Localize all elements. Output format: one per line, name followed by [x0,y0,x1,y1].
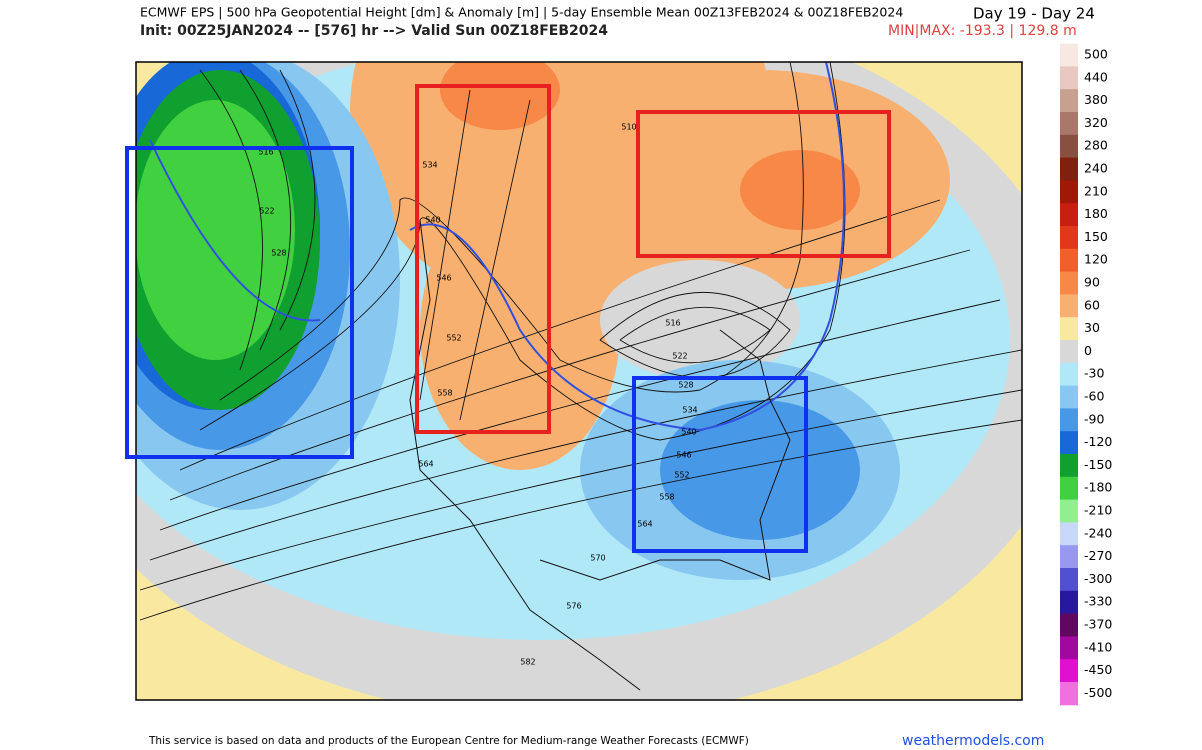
colorbar-swatch [1060,271,1078,295]
colorbar-label: -30 [1084,366,1104,381]
period: Day 19 - Day 24 [973,5,1095,23]
contour-label: 570 [590,554,605,563]
colorbar-label: -120 [1084,434,1112,449]
contour-label: 564 [418,460,433,469]
footer-site: weathermodels.com [902,733,1044,749]
colorbar-swatch [1060,454,1078,478]
colorbar-swatch [1060,248,1078,273]
colorbar-swatch [1060,431,1078,455]
colorbar-swatch [1060,89,1078,113]
colorbar-swatch [1060,385,1078,409]
colorbar-swatch [1060,362,1078,387]
colorbar-swatch [1060,180,1078,204]
contour-label: 516 [258,148,273,157]
colorbar-swatch [1060,476,1078,501]
colorbar-swatch [1060,590,1078,615]
colorbar-label: -450 [1084,662,1112,677]
colorbar-label: 440 [1084,69,1108,84]
contour-label: 558 [437,389,452,398]
colorbar-swatch [1060,317,1078,341]
colorbar-swatch [1060,294,1078,318]
colorbar-swatch [1060,340,1078,364]
title: ECMWF EPS | 500 hPa Geopotential Height … [140,5,903,20]
colorbar-swatch [1060,499,1078,523]
colorbar-label: 60 [1084,297,1100,312]
colorbar-swatch [1060,636,1078,660]
colorbar-label: -210 [1084,503,1112,518]
contour-label: 546 [676,451,691,460]
contour-label: 528 [271,249,286,258]
colorbar-label: 320 [1084,115,1108,130]
colorbar-swatch [1060,545,1078,569]
contour-label: 540 [681,428,696,437]
colorbar-swatch [1060,522,1078,546]
colorbar-swatch [1060,157,1078,181]
colorbar-label: 0 [1084,343,1092,358]
colorbar-swatch [1060,203,1078,227]
contour-label: 582 [520,658,535,667]
colorbar-label: 240 [1084,161,1108,176]
contour-label: 540 [425,216,440,225]
colorbar-swatch [1060,408,1078,432]
contour-label: 552 [674,471,689,480]
contour-label: 576 [566,602,581,611]
colorbar-swatch [1060,568,1078,592]
colorbar-label: -180 [1084,480,1112,495]
colorbar-label: -500 [1084,685,1112,700]
colorbar-label: -410 [1084,639,1112,654]
map [136,62,1022,700]
colorbar-swatch [1060,66,1078,90]
contour-label: 564 [637,520,652,529]
contour-label: 522 [672,352,687,361]
colorbar-label: -60 [1084,389,1104,404]
contour-label: 510 [621,123,636,132]
minmax: MIN|MAX: -193.3 | 129.8 m [888,23,1077,39]
contour-label: 528 [678,381,693,390]
colorbar-label: 500 [1084,47,1108,62]
colorbar-label: 180 [1084,206,1108,221]
colorbar-label: 30 [1084,320,1100,335]
colorbar-swatch [1060,659,1078,683]
colorbar-swatch [1060,682,1078,706]
init: Init: 00Z25JAN2024 -- [576] hr --> Valid… [140,23,608,39]
contour-label: 552 [446,334,461,343]
contour-label: 534 [682,406,697,415]
colorbar-label: 380 [1084,92,1108,107]
colorbar-swatch [1060,134,1078,159]
contour-label: 516 [665,319,680,328]
colorbar-label: 90 [1084,275,1100,290]
contour-label: 534 [422,161,437,170]
colorbar-label: -150 [1084,457,1112,472]
colorbar-swatch [1060,226,1078,250]
contour-label: 522 [259,207,274,216]
colorbar-label: -330 [1084,594,1112,609]
colorbar-label: 120 [1084,252,1108,267]
colorbar-swatch [1060,43,1078,67]
contour-label: 546 [436,274,451,283]
colorbar-label: -240 [1084,525,1112,540]
colorbar-label: 210 [1084,183,1108,198]
footer-notice: This service is based on data and produc… [148,735,749,747]
colorbar-label: -300 [1084,571,1112,586]
colorbar-label: -270 [1084,548,1112,563]
colorbar-swatch [1060,112,1078,136]
colorbar-label: -370 [1084,617,1112,632]
colorbar-label: 150 [1084,229,1108,244]
colorbar-label: 280 [1084,138,1108,153]
colorbar-label: -90 [1084,411,1104,426]
colorbar-swatch [1060,613,1078,637]
contour-label: 558 [659,493,674,502]
